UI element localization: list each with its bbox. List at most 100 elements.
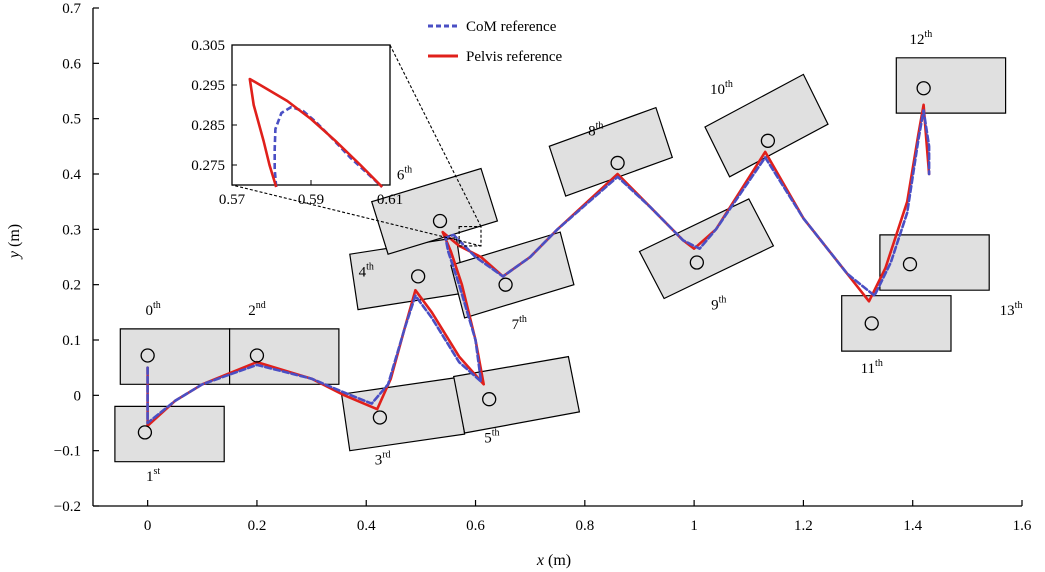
centers-layer — [137, 81, 931, 440]
footprint-center-11 — [864, 316, 879, 331]
y-tick-label: 0.4 — [62, 167, 81, 183]
footprint-label-3: 3rd — [375, 450, 391, 469]
footprint-center-9 — [689, 255, 704, 270]
y-tick-label: −0.2 — [54, 499, 81, 515]
inset-y-tick-label: 0.305 — [191, 38, 225, 54]
footprint-label-2: 2nd — [248, 300, 266, 319]
x-tick-label: 1.2 — [794, 518, 813, 534]
footprint-center-6 — [432, 213, 448, 229]
inset-y-tick-label: 0.285 — [191, 118, 225, 134]
footprint-label-7: 7th — [512, 314, 527, 333]
footprint-suffix: st — [154, 466, 161, 477]
footprint-0 — [119, 328, 231, 385]
footprint-number: 11 — [861, 361, 875, 377]
axis-unit: (m) — [544, 552, 571, 569]
axis-unit: (m) — [6, 224, 23, 251]
footprint-number: 8 — [588, 123, 596, 139]
footprint-3 — [340, 376, 466, 452]
y-tick-label: 0.2 — [62, 278, 81, 294]
footprint-10 — [704, 73, 829, 178]
footprint-center-8 — [610, 155, 625, 171]
inset-y-tick-label: 0.275 — [191, 158, 225, 174]
footprint-9 — [638, 198, 775, 300]
x-tick-label: 1 — [690, 518, 698, 534]
footprint-label-4: 4th — [359, 261, 374, 280]
footprint-center-0 — [140, 348, 155, 363]
footprint-center-4 — [410, 269, 426, 284]
footprint-6 — [370, 167, 499, 255]
legend: CoM reference Pelvis reference — [428, 19, 563, 65]
legend-label: Pelvis reference — [466, 49, 563, 65]
footprint-number: 13 — [1000, 303, 1015, 319]
zoom-connectors — [231, 44, 482, 247]
footprint-label-12: 12th — [910, 29, 933, 48]
main-axes: 0 0.2 0.4 0.6 0.8 1 1.2 1.4 1.6 −0.2 −0.1 0 0.1 0.2 0.… — [54, 1, 1032, 534]
inset-x-tick-label: 0.57 — [219, 192, 246, 208]
footprint-suffix: th — [725, 79, 733, 90]
footprint-suffix: th — [404, 165, 412, 176]
axis-variable: x — [536, 552, 544, 569]
footprint-8 — [548, 106, 674, 197]
footprint-label-1: 1st — [146, 466, 160, 485]
footprint-2 — [229, 328, 340, 385]
footprint-suffix: th — [875, 358, 883, 369]
footprint-7 — [450, 231, 575, 319]
footprint-number: 6 — [397, 168, 405, 184]
footprint-suffix: th — [596, 120, 604, 131]
y-tick-label: 0.5 — [62, 112, 81, 128]
footprint-number: 3 — [375, 453, 383, 469]
inset-series-pelvis-reference — [248, 77, 384, 188]
footprint-number: 0 — [145, 303, 153, 319]
footprint-label-5: 5th — [484, 427, 499, 446]
footprint-suffix: th — [925, 29, 933, 40]
footprint-center-1 — [137, 425, 153, 440]
footprint-label-9: 9th — [711, 295, 726, 314]
footprint-suffix: th — [153, 300, 161, 311]
legend-label: CoM reference — [466, 19, 557, 35]
footprint-number: 10 — [710, 82, 725, 98]
y-tick-label: −0.1 — [54, 444, 81, 460]
footprint-label-10: 10th — [710, 79, 733, 98]
footprint-1 — [114, 405, 225, 463]
y-tick-label: 0 — [74, 388, 82, 404]
x-tick-label: 0.8 — [575, 518, 594, 534]
footprint-label-13: 13th — [1000, 300, 1023, 319]
footprint-label-0: 0th — [145, 300, 160, 319]
y-axis-label: y (m) — [6, 224, 23, 260]
footprint-labels-layer: 0th1st2nd3rd5th4th6th7th8th9th10th11th12… — [145, 29, 1022, 485]
axis-variable: y — [6, 250, 23, 260]
inset-y-tick-label: 0.295 — [191, 78, 225, 94]
footprint-11 — [841, 295, 952, 352]
footprints-layer — [114, 57, 1007, 463]
footprint-number: 12 — [910, 32, 925, 48]
footprint-13 — [879, 234, 990, 291]
footprint-number: 2 — [248, 303, 256, 319]
footprint-12 — [895, 57, 1007, 114]
y-tick-label: 0.1 — [62, 333, 81, 349]
footprint-center-12 — [916, 81, 931, 96]
x-tick-label: 1.4 — [903, 518, 922, 534]
x-tick-label: 0.2 — [248, 518, 267, 534]
y-tick-label: 0.3 — [62, 222, 81, 238]
inset-x-tick-label: 0.61 — [377, 192, 403, 208]
y-tick-label: 0.6 — [62, 56, 81, 72]
inset-frame — [231, 44, 391, 186]
zoom-connector-bottom — [231, 184, 482, 247]
footprint-suffix: th — [1015, 300, 1023, 311]
footprint-label-8: 8th — [588, 120, 603, 139]
footprint-center-3 — [372, 410, 388, 425]
footprint-5 — [452, 355, 581, 434]
footprint-number: 7 — [512, 317, 520, 333]
footprint-center-7 — [498, 277, 513, 292]
footprint-number: 4 — [359, 264, 367, 280]
footprint-center-2 — [249, 348, 265, 363]
footprint-label-11: 11th — [861, 358, 883, 377]
inset-x-tick-label: 0.59 — [298, 192, 324, 208]
x-tick-label: 0.6 — [466, 518, 485, 534]
footprint-suffix: th — [719, 295, 727, 306]
x-axis-label: x (m) — [536, 552, 571, 569]
x-tick-label: 0.4 — [357, 518, 376, 534]
footprint-center-13 — [902, 257, 918, 272]
x-tick-label: 1.6 — [1013, 518, 1032, 534]
